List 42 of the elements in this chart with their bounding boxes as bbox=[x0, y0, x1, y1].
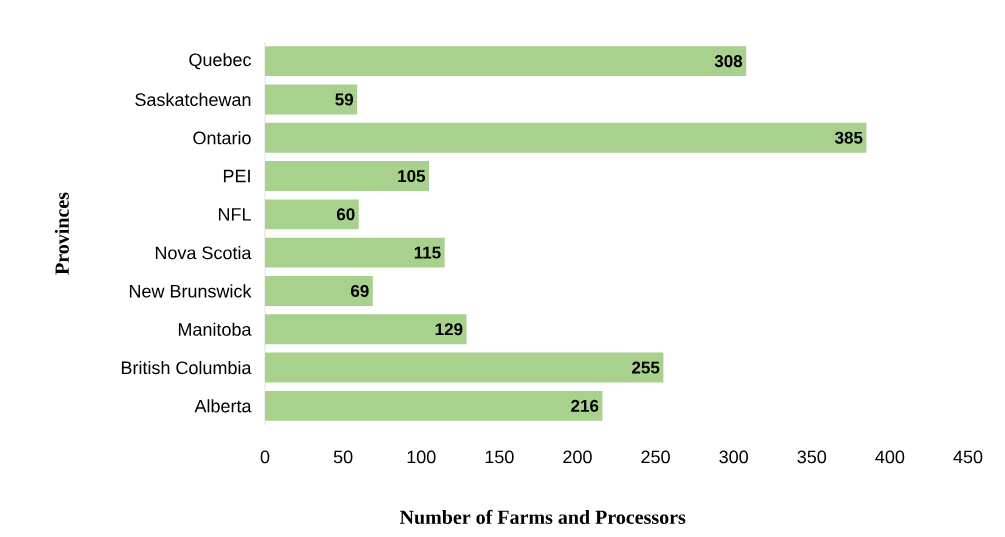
bar bbox=[265, 352, 664, 383]
x-tick-label: 100 bbox=[407, 450, 436, 464]
x-tick-label: 0 bbox=[260, 450, 270, 464]
data-label: 129 bbox=[435, 323, 463, 336]
bar bbox=[265, 314, 467, 345]
y-tick-label: New Brunswick bbox=[129, 284, 252, 298]
x-tick-label: 150 bbox=[485, 450, 514, 464]
x-tick-label: 200 bbox=[563, 450, 592, 464]
y-tick-label: Nova Scotia bbox=[155, 246, 252, 260]
x-tick-label: 300 bbox=[719, 450, 748, 464]
data-label: 115 bbox=[414, 246, 441, 259]
bar bbox=[265, 161, 430, 191]
x-tick-label: 400 bbox=[875, 450, 905, 464]
y-tick-label: Manitoba bbox=[178, 322, 252, 336]
bar bbox=[265, 199, 359, 230]
y-tick-label: Ontario bbox=[193, 131, 251, 145]
y-tick-label: PEI bbox=[223, 169, 250, 183]
bar bbox=[265, 46, 747, 77]
data-label: 105 bbox=[398, 170, 426, 183]
x-tick-label: 250 bbox=[641, 450, 670, 464]
data-label: 69 bbox=[351, 284, 369, 297]
bar bbox=[265, 84, 358, 115]
data-label: 60 bbox=[336, 208, 355, 221]
bar bbox=[265, 237, 445, 268]
y-axis-title: Provinces bbox=[54, 192, 69, 275]
x-tick-label: 50 bbox=[333, 450, 353, 464]
data-label: 385 bbox=[834, 131, 863, 144]
y-tick-label: Alberta bbox=[194, 399, 252, 413]
y-tick-label: NFL bbox=[218, 208, 251, 221]
y-tick-label: Quebec bbox=[189, 52, 252, 70]
bar bbox=[265, 122, 867, 153]
data-label: 255 bbox=[632, 361, 660, 374]
x-axis-title: Number of Farms and Processors bbox=[399, 509, 686, 525]
bar bbox=[265, 276, 373, 306]
y-tick-label: Saskatchewan bbox=[135, 92, 251, 107]
bar bbox=[265, 390, 603, 421]
x-tick-label: 450 bbox=[953, 450, 983, 464]
data-label: 308 bbox=[714, 55, 743, 68]
data-label: 216 bbox=[571, 399, 599, 412]
x-tick-label: 350 bbox=[797, 450, 827, 464]
data-label: 59 bbox=[335, 93, 354, 106]
y-tick-label: British Columbia bbox=[121, 360, 252, 375]
